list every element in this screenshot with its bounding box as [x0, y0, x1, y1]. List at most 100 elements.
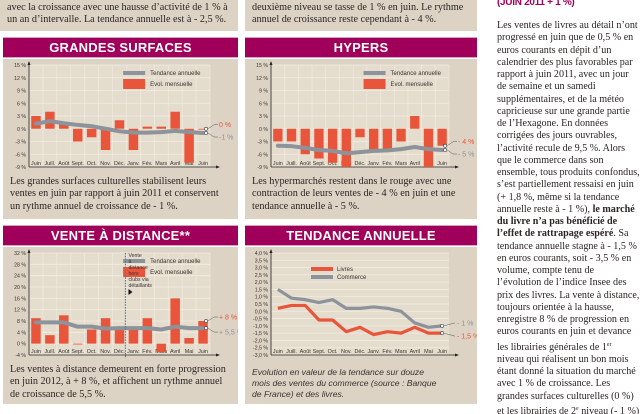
y-tick-label: 0 %: [17, 127, 26, 133]
x-tick-label: Fév.: [142, 161, 152, 167]
intro-panel-mid: deuxième niveau se tasse de 1 % en juin.…: [245, 0, 477, 31]
x-tick-label: Fév.: [142, 349, 152, 355]
bar: [59, 124, 69, 129]
annotation-text: clubs via: [128, 277, 148, 283]
leader-trend: [207, 327, 218, 333]
y-tick-label: 2,5 %: [255, 273, 269, 279]
annotation-text: hors: [128, 271, 138, 277]
annotation-text: distance: [128, 265, 147, 271]
sidebar-sup2: e: [576, 405, 579, 412]
x-tick-label: Juill.: [44, 349, 55, 355]
series-line-commerce: [276, 288, 443, 329]
x-tick-label: Avril: [170, 349, 180, 355]
legend-swatch-trend: [123, 71, 146, 75]
x-tick-label: Sept.: [313, 161, 326, 167]
end-label-bar: + 8 %: [219, 314, 237, 321]
y-tick-label: -9 %: [15, 165, 26, 171]
x-tick-label: Oct.: [87, 349, 97, 355]
end-marker-trend: [443, 148, 448, 152]
bar: [59, 315, 69, 344]
bar: [45, 335, 55, 344]
legend-label-trend: Tendance annuelle: [150, 71, 201, 77]
sidebar-body: Les ventes de livres au détail n’ont pro…: [497, 20, 640, 414]
y-tick-label: 3 %: [17, 114, 26, 120]
x-tick-label: Mai: [185, 161, 194, 167]
bar: [170, 111, 180, 129]
x-tick-label: Déc.: [114, 161, 125, 167]
x-axis-arrow: [455, 353, 459, 357]
end-marker-bar: [204, 319, 208, 323]
y-tick-label: -2,0 %: [253, 338, 268, 344]
y-tick-label: 8 %: [17, 319, 26, 325]
x-tick-label: Juin: [437, 349, 447, 355]
annotation-text: Vente: [128, 253, 141, 259]
bar: [114, 329, 125, 344]
bar: [86, 329, 97, 344]
annotation-text: détaillants: [128, 283, 152, 289]
bar: [437, 128, 447, 146]
banner-tendance-annuelle: TENDANCE ANNUELLE: [245, 225, 477, 246]
x-tick-label: Janv.: [127, 161, 139, 167]
legend-swatch-bars: [123, 79, 146, 89]
legend-label-trend: Tendance annuelle: [391, 71, 442, 77]
end-marker: [440, 331, 445, 336]
y-tick-label: 15 %: [14, 63, 26, 69]
y-tick-label: -9 %: [257, 165, 268, 171]
bar: [114, 120, 125, 129]
caption-vad: Les ventes à distance demeurent en forte…: [10, 364, 226, 400]
y-axis-arrow: [269, 61, 273, 65]
legend-label-trend: Tendance annuelle: [150, 259, 201, 265]
y-tick-label: -1,5 %: [253, 331, 268, 337]
x-tick-label: Nov.: [100, 349, 111, 355]
x-tick-label: Mai: [185, 349, 194, 355]
y-tick-label: 4,0 %: [255, 251, 269, 257]
y-tick-label: 0,5 %: [255, 302, 269, 308]
chart-gsc: -9 % -6 % -3 % 0 % 3 % 6 % 9 % 12 % 15 % Juin Juil…: [3, 59, 238, 177]
x-tick-label: Juin: [198, 161, 208, 167]
leader-bar: [207, 316, 218, 322]
bar: [396, 128, 406, 142]
intro-panel-left: avec la croissance avec une hausse d’act…: [0, 0, 238, 31]
x-tick-label: Sept.: [71, 349, 84, 355]
y-tick-label: -6 %: [257, 152, 268, 158]
sidebar-p1: Les ventes de livres au détail n’ont pro…: [497, 20, 640, 215]
legend-label-bars: Evol. mensuelle: [150, 270, 193, 276]
chart-tendance: -3,0 % -2,5 % -2,0 % -1,5 % -1,0 % -0,5 % 0,0 …: [245, 247, 477, 365]
x-tick-label: Juin: [198, 349, 208, 355]
sidebar-sup1: er: [606, 341, 612, 348]
end-label-commerce: - 1 %: [457, 320, 473, 327]
sidebar-heading: (JUIN 2011 + 1 %): [497, 0, 575, 8]
y-tick-label: 12 %: [14, 76, 26, 82]
y-tick-label: 9 %: [259, 89, 268, 95]
y-tick-label: 6 %: [259, 101, 268, 107]
banner-vente-distance: VENTE À DISTANCE**: [3, 225, 238, 246]
bar: [355, 128, 365, 138]
x-tick-label: Juill.: [286, 349, 297, 355]
legend-swatch-trend: [363, 71, 386, 75]
x-tick-label: Janv.: [367, 349, 379, 355]
y-tick-label: -0,5 %: [253, 317, 268, 323]
y-tick-label: 20 %: [14, 285, 26, 291]
x-tick-label: Janv.: [367, 161, 379, 167]
end-label-trend: -1 %: [219, 134, 233, 141]
y-tick-label: -3 %: [257, 140, 268, 146]
banner-grandes-surfaces: GRANDES SURFACES CULTURELLES: [3, 37, 238, 75]
end-marker-trend: [204, 326, 208, 330]
bar: [382, 128, 393, 150]
leader-trend: [447, 149, 457, 155]
y-tick-label: 3 %: [259, 114, 268, 120]
bar: [128, 329, 139, 344]
chart-svg-hypers: -9 %-6 %-3 %0 %3 %6 %9 %12 %15 %Juin Juil…: [256, 61, 474, 171]
x-tick-label: Mai: [424, 349, 433, 355]
legend-swatch-commerce: [311, 275, 333, 279]
caption-tendance: Evolution en valeur de la tendance sur d…: [252, 367, 437, 399]
x-tick-label: Juin: [273, 161, 283, 167]
y-tick-label: -3,0 %: [253, 353, 268, 359]
x-tick-label: Juill.: [286, 161, 297, 167]
caption-hypers: Les hypermarchés restent dans le rouge a…: [252, 176, 456, 212]
y-axis-arrow: [27, 61, 31, 65]
x-tick-label: Juin: [437, 161, 447, 167]
x-axis-arrow: [216, 165, 220, 169]
trend-line: [33, 320, 206, 332]
x-tick-label: Nov.: [341, 349, 352, 355]
